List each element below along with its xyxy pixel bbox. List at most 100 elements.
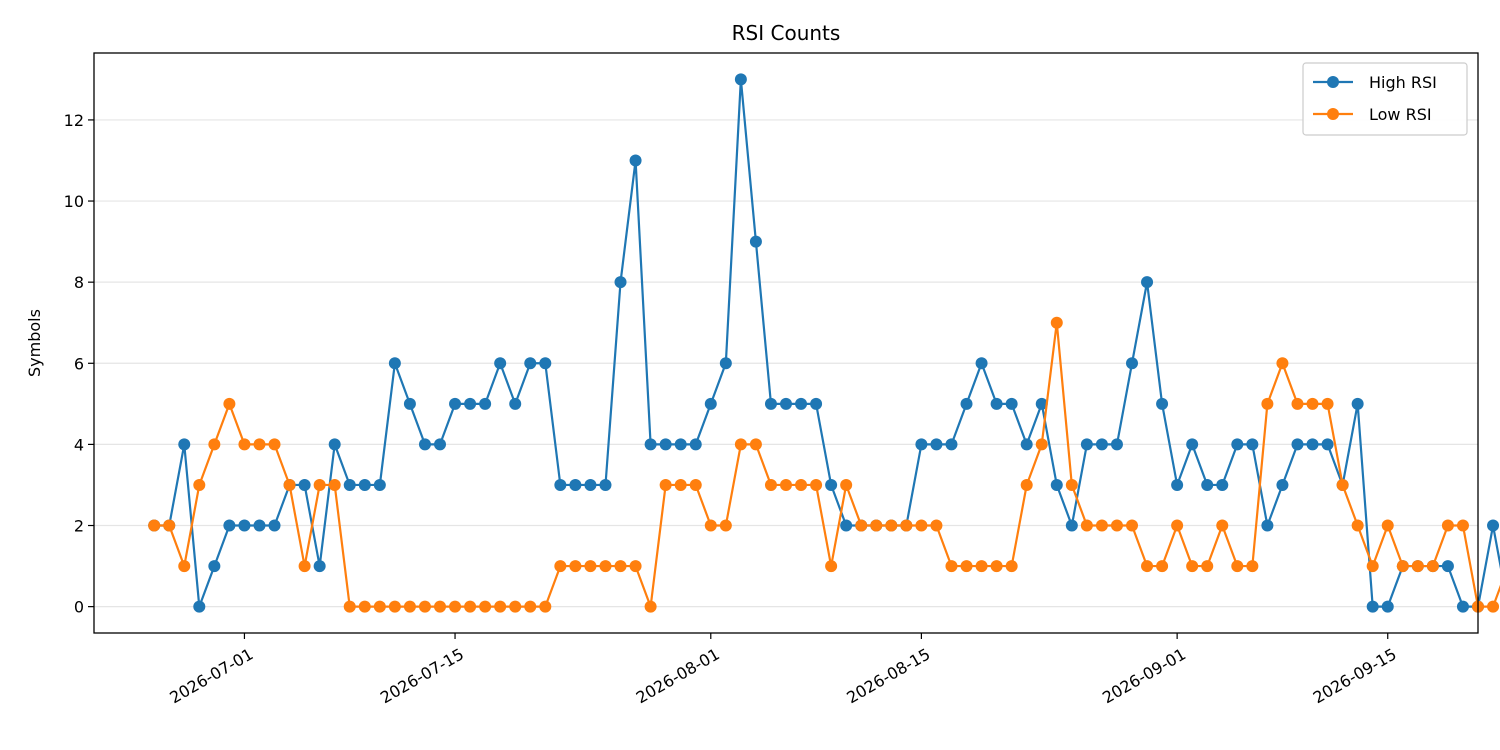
- data-point: [764, 478, 777, 491]
- data-point: [569, 560, 582, 573]
- data-point: [629, 560, 642, 573]
- data-point: [689, 478, 702, 491]
- data-point: [418, 600, 431, 613]
- data-point: [900, 519, 913, 532]
- data-point: [1186, 560, 1199, 573]
- data-point: [1095, 519, 1108, 532]
- data-point: [885, 519, 898, 532]
- legend-marker: [1327, 76, 1339, 88]
- data-point: [1487, 600, 1500, 613]
- data-point: [569, 478, 582, 491]
- data-point: [1020, 478, 1033, 491]
- data-point: [1261, 397, 1274, 410]
- data-point: [1291, 397, 1304, 410]
- data-point: [1126, 357, 1138, 370]
- data-point: [795, 478, 808, 491]
- data-point: [945, 438, 958, 451]
- data-point: [674, 478, 687, 491]
- data-point: [1186, 438, 1199, 451]
- data-point: [975, 357, 988, 370]
- data-point: [479, 600, 492, 613]
- data-point: [1276, 478, 1289, 491]
- data-point: [223, 519, 236, 532]
- data-point: [1487, 519, 1500, 532]
- data-point: [1110, 438, 1123, 451]
- data-point: [810, 478, 823, 491]
- data-point: [825, 478, 838, 491]
- data-point: [1261, 519, 1274, 532]
- data-point: [434, 600, 446, 613]
- data-point: [1411, 560, 1424, 573]
- data-point: [930, 438, 943, 451]
- data-point: [1020, 438, 1033, 451]
- data-point: [1231, 438, 1244, 451]
- data-point: [659, 438, 672, 451]
- data-point: [1291, 438, 1304, 451]
- data-point: [298, 478, 311, 491]
- data-point: [178, 438, 191, 451]
- data-point: [539, 357, 552, 370]
- data-point: [795, 397, 808, 410]
- legend-marker: [1327, 108, 1339, 120]
- data-point: [870, 519, 883, 532]
- data-point: [1050, 478, 1063, 491]
- data-point: [328, 478, 341, 491]
- data-point: [990, 560, 1003, 573]
- data-point: [1336, 478, 1349, 491]
- data-point: [780, 397, 792, 410]
- data-point: [734, 438, 747, 451]
- data-point: [1441, 560, 1454, 573]
- data-point: [749, 235, 762, 248]
- data-point: [1141, 276, 1154, 289]
- data-point: [1156, 397, 1169, 410]
- data-point: [148, 519, 161, 532]
- chart-title: RSI Counts: [732, 21, 841, 45]
- data-point: [388, 600, 401, 613]
- data-point: [539, 600, 552, 613]
- data-point: [494, 357, 507, 370]
- data-point: [223, 397, 236, 410]
- data-point: [614, 560, 627, 573]
- data-point: [1035, 397, 1048, 410]
- data-point: [1231, 560, 1244, 573]
- data-point: [1306, 397, 1319, 410]
- y-tick-label: 2: [74, 517, 84, 536]
- data-point: [1426, 560, 1439, 573]
- data-point: [1005, 397, 1018, 410]
- data-point: [434, 438, 446, 451]
- data-point: [1201, 560, 1214, 573]
- data-point: [1065, 519, 1078, 532]
- data-point: [1216, 519, 1229, 532]
- data-point: [915, 438, 928, 451]
- data-point: [1306, 438, 1319, 451]
- y-tick-label: 8: [74, 273, 84, 292]
- data-point: [1156, 560, 1169, 573]
- data-point: [373, 600, 386, 613]
- data-point: [1441, 519, 1454, 532]
- data-point: [1005, 560, 1018, 573]
- data-point: [1321, 397, 1334, 410]
- data-point: [418, 438, 431, 451]
- data-point: [1381, 519, 1394, 532]
- data-point: [599, 478, 612, 491]
- data-point: [1366, 600, 1379, 613]
- data-point: [810, 397, 823, 410]
- data-point: [1095, 438, 1108, 451]
- data-point: [1110, 519, 1123, 532]
- data-point: [524, 600, 537, 613]
- data-point: [1456, 600, 1469, 613]
- data-point: [825, 560, 838, 573]
- data-point: [644, 438, 657, 451]
- data-point: [1141, 560, 1154, 573]
- data-point: [178, 560, 191, 573]
- data-point: [734, 73, 747, 86]
- data-point: [358, 478, 371, 491]
- data-point: [464, 397, 477, 410]
- data-point: [208, 560, 221, 573]
- data-point: [584, 560, 597, 573]
- data-point: [674, 438, 687, 451]
- data-point: [313, 560, 326, 573]
- data-point: [403, 600, 416, 613]
